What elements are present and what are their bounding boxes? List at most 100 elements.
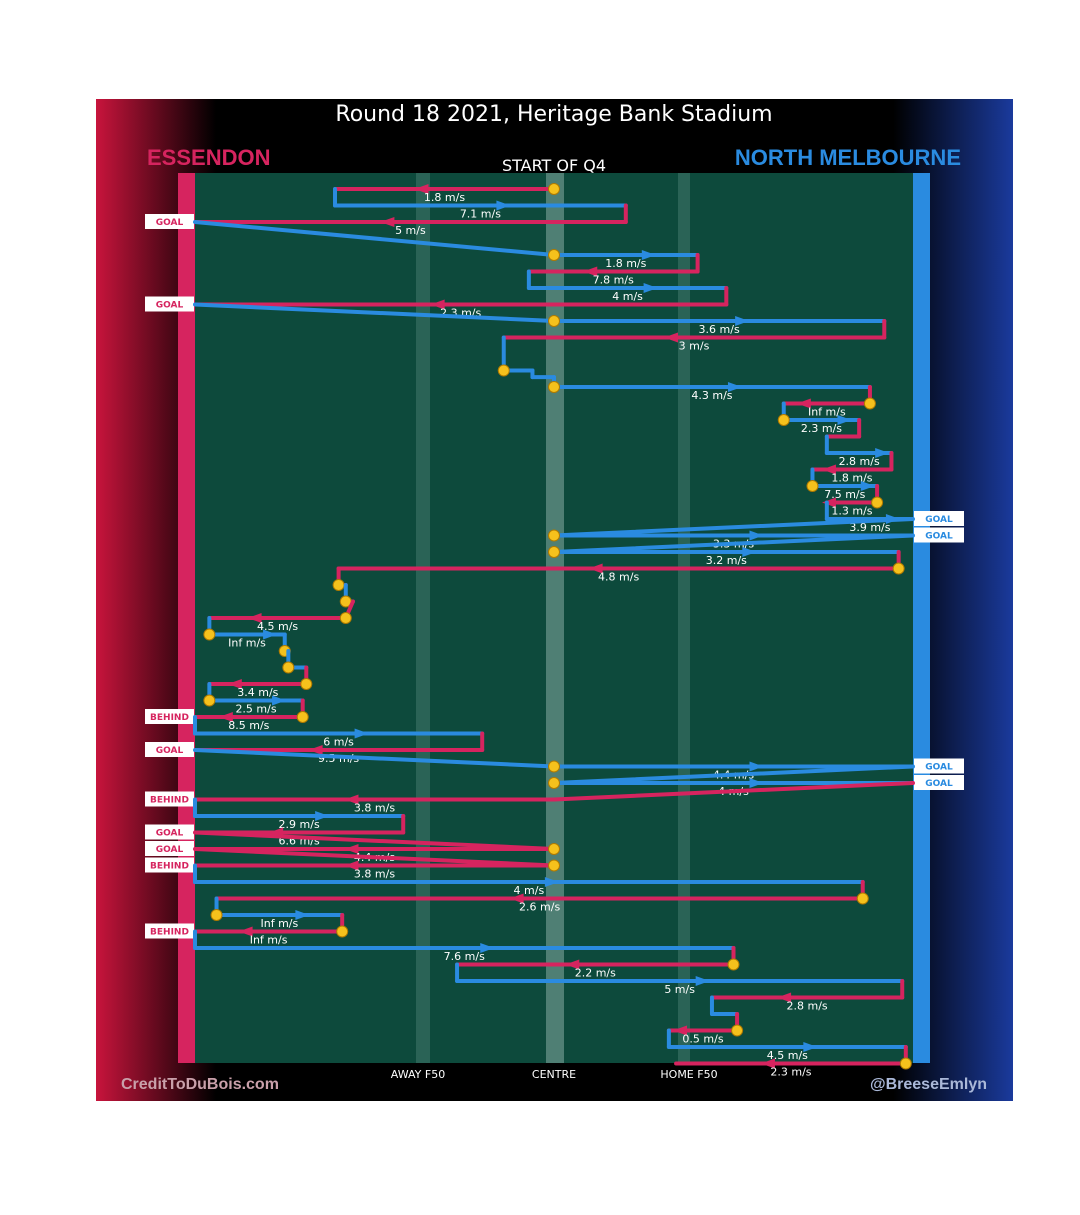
speed-label: 4.5 m/s: [257, 620, 298, 633]
speed-label: 3.4 m/s: [237, 686, 278, 699]
ball-marker: [497, 364, 510, 377]
speed-label: 4.8 m/s: [598, 571, 639, 584]
speed-label: 7.5 m/s: [824, 488, 865, 501]
ball-marker: [548, 859, 560, 872]
result-label: BEHIND: [150, 928, 189, 938]
period-label: START OF Q4: [502, 156, 606, 175]
speed-label: 2.6 m/s: [519, 901, 560, 914]
direction-arrow: [295, 910, 310, 920]
speed-label: 3.8 m/s: [354, 802, 395, 815]
chain-connector: [193, 748, 556, 769]
chain-connector: [552, 533, 915, 554]
direction-arrow: [247, 613, 262, 623]
result-label: BEHIND: [150, 713, 189, 723]
direction-arrow: [344, 794, 359, 805]
result-label: GOAL: [156, 845, 184, 855]
away-f50-band: [416, 173, 430, 1063]
chain-connector: [552, 781, 915, 802]
result-tag: [914, 511, 964, 526]
ball-marker: [203, 694, 216, 707]
result-tag: [145, 214, 194, 229]
direction-arrow: [695, 976, 710, 986]
direction-arrow: [803, 1042, 818, 1052]
home-f50-band: [678, 173, 690, 1063]
result-tag: [914, 758, 964, 774]
speed-label: 3.8 m/s: [354, 868, 395, 881]
axis-label-away-f50: AWAY F50: [391, 1068, 445, 1081]
result-label: GOAL: [925, 763, 953, 773]
ball-marker: [548, 249, 560, 261]
ball-marker: [548, 529, 560, 542]
result-label: BEHIND: [150, 796, 189, 806]
result-tag: [145, 857, 194, 873]
ball-marker: [203, 628, 216, 641]
direction-arrow: [496, 200, 511, 211]
ball-marker: [899, 1057, 912, 1070]
speed-label: 2.2 m/s: [575, 967, 616, 980]
direction-arrow: [860, 481, 875, 491]
result-tag: [145, 742, 194, 757]
speed-label: 4.5 m/s: [767, 1049, 808, 1062]
speed-label: 1.8 m/s: [831, 472, 872, 485]
speed-label: 2.8 m/s: [787, 1000, 828, 1013]
speed-label: 8.5 m/s: [228, 719, 269, 732]
result-tag: [145, 296, 194, 312]
result-label: GOAL: [925, 779, 953, 789]
ball-marker: [339, 612, 352, 624]
axis-label-home-f50: HOME F50: [660, 1068, 717, 1081]
speed-label: 1.3 m/s: [831, 505, 872, 518]
result-tag: [145, 791, 194, 807]
chain-chart: 1.8 m/s 7.1 m/s 5 m/s GOAL 1.8 m/s 7.8 m/s 4 m…: [96, 99, 1013, 1101]
direction-arrow: [583, 266, 598, 277]
speed-label: 7.6 m/s: [444, 950, 485, 963]
direction-arrow: [664, 332, 679, 343]
speed-label: 7.8 m/s: [593, 274, 634, 287]
chain-connector: [193, 847, 556, 868]
ball-marker: [548, 315, 560, 327]
direction-arrow: [749, 761, 764, 772]
direction-arrow: [315, 811, 330, 821]
result-tag: [914, 775, 964, 790]
speed-label: 3 m/s: [679, 340, 710, 353]
direction-arrow: [796, 398, 811, 409]
speed-label: 0.5 m/s: [682, 1033, 723, 1046]
speed-label: 1.8 m/s: [605, 257, 646, 270]
axis-label-centre: CENTRE: [532, 1068, 576, 1081]
result-label: GOAL: [925, 515, 953, 525]
speed-label: 4 m/s: [514, 884, 545, 897]
direction-arrow: [218, 712, 233, 722]
direction-arrow: [735, 316, 750, 326]
ball-marker: [296, 711, 309, 723]
direction-arrow: [565, 959, 580, 970]
speed-label: 4 m/s: [612, 290, 643, 303]
ball-marker: [731, 1024, 744, 1037]
ball-marker: [871, 496, 884, 509]
result-tag: [914, 527, 964, 543]
direction-arrow: [430, 299, 445, 310]
credit-left: CreditToDuBois.com: [121, 1076, 279, 1093]
result-label: GOAL: [156, 218, 184, 228]
result-tag: [145, 923, 194, 939]
chain-connector: [193, 302, 556, 323]
speed-label: 1.8 m/s: [424, 191, 465, 204]
chain-connector: [552, 517, 915, 538]
speed-label: 3.6 m/s: [699, 323, 740, 336]
ball-marker: [548, 381, 560, 393]
result-tag: [145, 841, 194, 856]
direction-arrow: [760, 1058, 775, 1069]
direction-arrow: [308, 745, 323, 755]
chart-frame: 1.8 m/s 7.1 m/s 5 m/s GOAL 1.8 m/s 7.8 m/s 4 m…: [96, 99, 1013, 1101]
ball-marker: [777, 414, 790, 426]
chains-layer: 1.8 m/s 7.1 m/s 5 m/s GOAL 1.8 m/s 7.8 m/s 4 m…: [145, 183, 964, 1079]
essendon-name: ESSENDON: [147, 145, 270, 170]
speed-label: 7.1 m/s: [460, 208, 501, 221]
speed-label: 5 m/s: [664, 983, 695, 996]
direction-arrow: [227, 679, 242, 689]
chain-connector: [193, 220, 556, 257]
speed-label: 5 m/s: [395, 224, 426, 237]
ball-marker: [282, 661, 295, 674]
speed-label: 2.9 m/s: [279, 818, 320, 831]
direction-arrow: [777, 992, 792, 1003]
result-label: GOAL: [156, 301, 184, 311]
direction-arrow: [643, 283, 658, 293]
